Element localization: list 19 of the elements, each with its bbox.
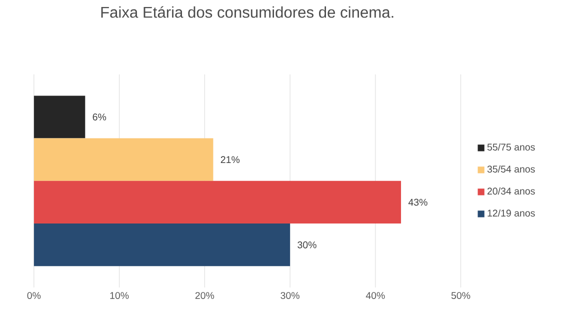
x-tick-label: 0% bbox=[27, 292, 41, 300]
x-tick-label: 30% bbox=[280, 292, 300, 300]
data-label: 43% bbox=[408, 199, 428, 206]
data-label: 30% bbox=[298, 242, 316, 249]
x-tick-label: 20% bbox=[195, 292, 214, 300]
legend-label: 20/34 anos bbox=[487, 188, 535, 195]
data-label: 6% bbox=[92, 114, 106, 121]
legend-label: 12/19 anos bbox=[488, 210, 535, 217]
legend-label: 35/54 anos bbox=[487, 166, 535, 173]
data-label: 21% bbox=[220, 156, 240, 164]
legend-label: 55/75 anos bbox=[487, 144, 535, 151]
bar bbox=[34, 138, 214, 182]
chart-title: Faixa Etária dos consumidores de cinema. bbox=[101, 6, 394, 18]
bar bbox=[34, 224, 290, 266]
bar bbox=[34, 96, 86, 139]
x-tick-label: 10% bbox=[110, 292, 129, 300]
bar bbox=[34, 181, 402, 224]
x-tick-label: 50% bbox=[451, 292, 470, 300]
x-tick-label: 40% bbox=[366, 292, 385, 300]
